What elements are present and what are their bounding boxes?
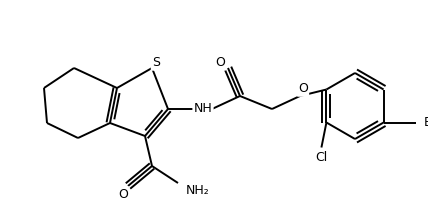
Text: O: O — [215, 57, 225, 70]
Text: O: O — [298, 83, 308, 95]
Text: O: O — [118, 187, 128, 200]
Text: NH₂: NH₂ — [186, 184, 210, 197]
Text: Br: Br — [424, 116, 428, 129]
Text: Cl: Cl — [315, 151, 327, 164]
Text: NH: NH — [193, 103, 212, 116]
Text: S: S — [152, 57, 160, 70]
